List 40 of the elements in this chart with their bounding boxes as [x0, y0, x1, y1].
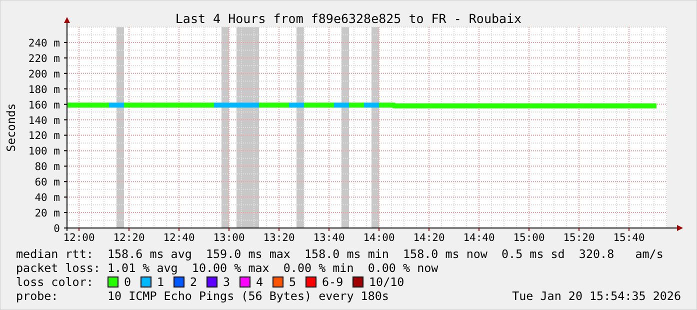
legend-label: 1: [157, 275, 164, 289]
y-tick-label: 100 m: [28, 146, 60, 158]
x-tick-label: 15:00: [513, 232, 545, 244]
chart-title: Last 4 Hours from f89e6328e825 to FR - Roubaix: [175, 11, 522, 26]
x-tick-label: 14:20: [413, 232, 445, 244]
y-tick-label: 40 m: [34, 192, 60, 204]
legend-title: loss color:: [16, 275, 94, 289]
x-tick-label: 15:40: [613, 232, 645, 244]
y-tick-label: 140 m: [28, 114, 60, 127]
y-tick-label: 120 m: [28, 130, 60, 142]
legend-label: 2: [190, 275, 198, 289]
y-tick-label: 160 m: [28, 99, 60, 112]
y-tick-label: 80 m: [34, 161, 60, 174]
y-tick-label: 60 m: [34, 176, 60, 189]
y-axis-title: Seconds: [4, 103, 18, 152]
text: Tue Jan 20 15:54:35 2026: [512, 289, 681, 303]
legend-label: 5: [289, 275, 296, 289]
text: median rtt: 158.6 ms avg 159.0 ms max 158.0 ms min 158.0 ms now 0.5 ms sd 320.8 am/s: [16, 247, 664, 261]
x-tick-label: 14:00: [363, 232, 395, 244]
x-tick-label: 13:40: [313, 232, 345, 244]
y-tick-label: 240 m: [28, 37, 60, 50]
legend-label: 3: [223, 275, 230, 289]
x-tick-label: 15:20: [563, 232, 595, 244]
x-tick-label: 12:40: [163, 232, 195, 244]
x-tick-label: 14:40: [463, 232, 495, 244]
y-tick-label: 0: [54, 223, 60, 235]
x-tick-label: 13:00: [213, 232, 245, 244]
x-tick-label: 12:20: [113, 232, 145, 244]
x-tick-label: 12:00: [63, 232, 95, 244]
legend-label: 4: [256, 275, 264, 289]
text: probe: 10 ICMP Echo Pings (56 Bytes) every 180s: [16, 289, 389, 303]
x-tick-label: 13:20: [263, 232, 295, 244]
y-tick-label: 20 m: [34, 208, 60, 220]
legend-label: 0: [124, 275, 132, 289]
legend-label: 6-9: [322, 275, 344, 289]
y-tick-label: 180 m: [28, 84, 60, 96]
y-tick-label: 200 m: [28, 68, 60, 80]
legend-label: 10/10: [369, 275, 404, 289]
text: packet loss: 1.01 % avg 10.00 % max 0.00 % min 0.00 % now: [16, 261, 440, 275]
y-tick-label: 220 m: [28, 52, 60, 65]
